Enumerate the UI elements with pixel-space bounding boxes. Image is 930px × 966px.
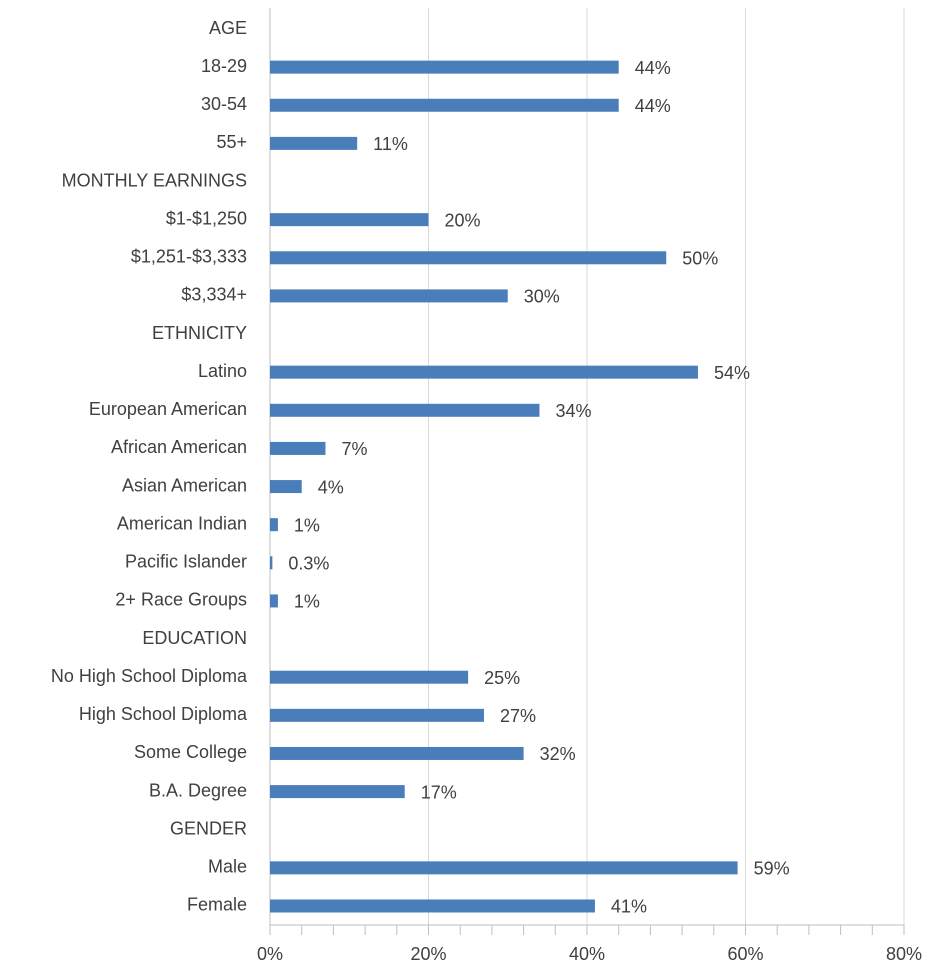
- y-tick-label: African American: [111, 437, 247, 457]
- bar: [270, 670, 469, 684]
- data-label: 34%: [555, 401, 591, 421]
- bar: [270, 480, 302, 494]
- data-label: 44%: [635, 96, 671, 116]
- y-tick-label: 18-29: [201, 56, 247, 76]
- y-tick-label: Female: [187, 895, 247, 915]
- x-tick-label: 20%: [410, 944, 446, 964]
- y-tick-label: American Indian: [117, 513, 247, 533]
- data-label: 17%: [421, 782, 457, 802]
- y-tick-label: ETHNICITY: [152, 323, 247, 343]
- y-tick-label: 2+ Race Groups: [115, 590, 247, 610]
- data-label: 30%: [524, 287, 560, 307]
- y-tick-label: European American: [89, 399, 247, 419]
- x-tick-label: 40%: [569, 944, 605, 964]
- y-tick-label: EDUCATION: [142, 628, 247, 648]
- y-tick-label: AGE: [209, 18, 247, 38]
- y-tick-label: High School Diploma: [79, 704, 248, 724]
- bar: [270, 746, 524, 760]
- data-label: 11%: [373, 134, 408, 154]
- data-label: 32%: [540, 744, 576, 764]
- data-label: 54%: [714, 363, 750, 383]
- bar: [270, 136, 358, 150]
- x-tick-label: 80%: [886, 944, 922, 964]
- data-label: 25%: [484, 668, 520, 688]
- bar: [270, 594, 278, 608]
- y-tick-label: Pacific Islander: [125, 552, 247, 572]
- data-label: 1%: [294, 592, 320, 612]
- bar: [270, 556, 273, 570]
- data-label: 7%: [341, 439, 367, 459]
- data-label: 59%: [754, 859, 790, 879]
- bar: [270, 213, 429, 227]
- y-tick-label: Male: [208, 857, 247, 877]
- x-tick-label: 60%: [727, 944, 763, 964]
- data-label: 41%: [611, 897, 647, 917]
- y-tick-label: GENDER: [170, 818, 247, 838]
- bar: [270, 60, 619, 74]
- data-label: 0.3%: [288, 554, 329, 574]
- data-label: 27%: [500, 706, 536, 726]
- bar: [270, 518, 278, 532]
- data-label: 4%: [318, 477, 344, 497]
- bar: [270, 251, 667, 265]
- bar: [270, 785, 405, 799]
- bar: [270, 403, 540, 417]
- x-tick-label: 0%: [257, 944, 283, 964]
- bar: [270, 98, 619, 112]
- y-tick-label: 30-54: [201, 94, 247, 114]
- y-tick-label: Some College: [134, 742, 247, 762]
- y-tick-label: No High School Diploma: [51, 666, 248, 686]
- bar: [270, 289, 508, 303]
- bar: [270, 708, 484, 722]
- y-tick-label: $3,334+: [181, 285, 247, 305]
- y-tick-label: 55+: [216, 132, 247, 152]
- bar: [270, 365, 698, 379]
- y-tick-label: $1-$1,250: [166, 208, 247, 228]
- bar: [270, 861, 738, 875]
- y-tick-label: Latino: [198, 361, 247, 381]
- data-label: 20%: [445, 210, 481, 230]
- y-tick-label: MONTHLY EARNINGS: [62, 170, 247, 190]
- y-tick-label: Asian American: [122, 475, 247, 495]
- bar: [270, 899, 595, 913]
- bar: [270, 441, 326, 455]
- y-tick-label: B.A. Degree: [149, 780, 247, 800]
- data-label: 44%: [635, 58, 671, 78]
- data-label: 50%: [682, 249, 718, 269]
- y-tick-label: $1,251-$3,333: [131, 247, 247, 267]
- data-label: 1%: [294, 515, 320, 535]
